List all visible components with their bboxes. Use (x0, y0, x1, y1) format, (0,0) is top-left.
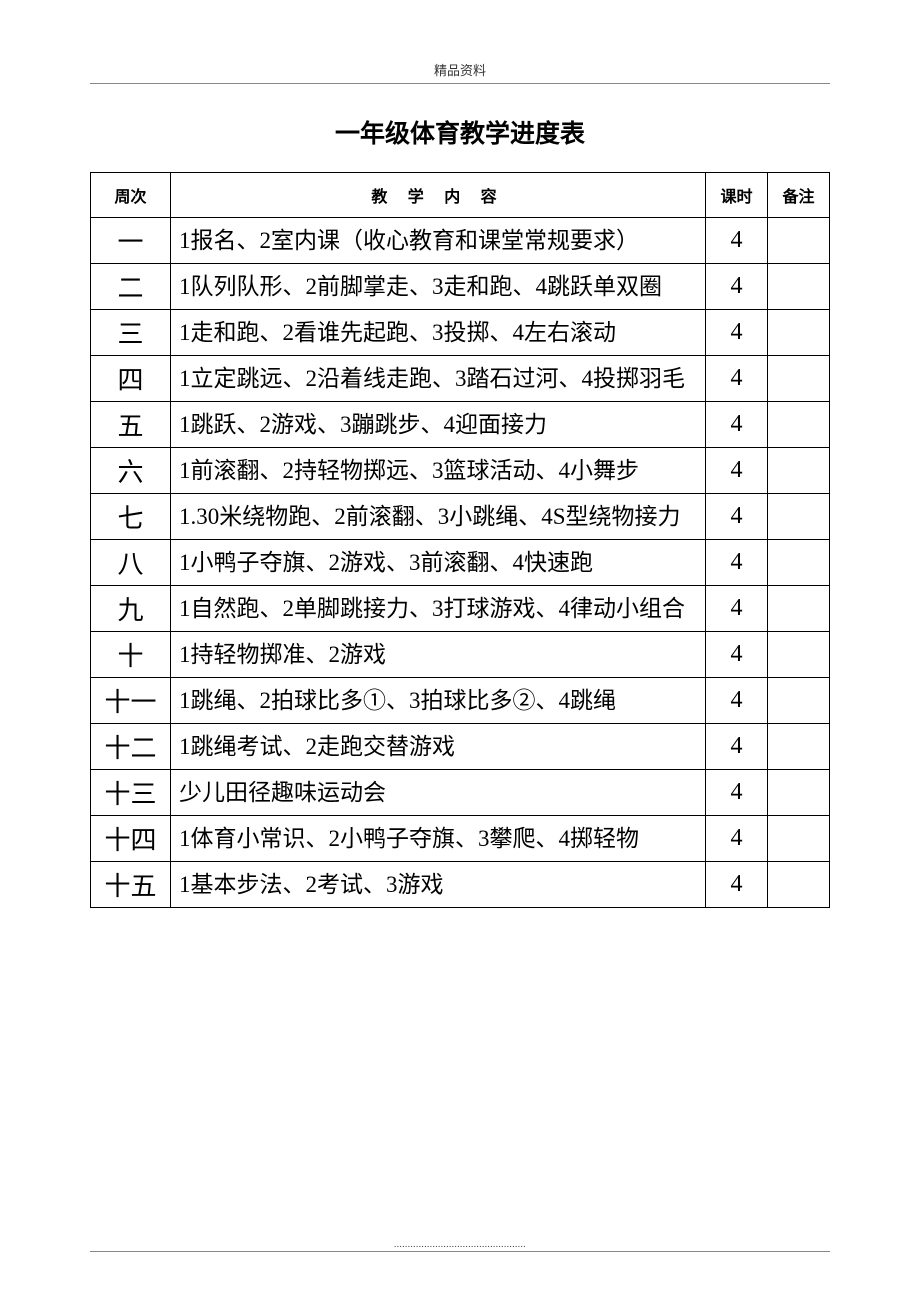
content-cell: 1持轻物掷准、2游戏 (171, 632, 706, 678)
table-row: 六 1前滚翻、2持轻物掷远、3篮球活动、4小舞步 4 (91, 448, 830, 494)
week-cell: 十三 (91, 770, 171, 816)
header-hours: 课时 (706, 173, 768, 218)
hours-cell: 4 (706, 770, 768, 816)
content-cell: 1.30米绕物跑、2前滚翻、3小跳绳、4S型绕物接力 (171, 494, 706, 540)
notes-cell (768, 678, 830, 724)
notes-cell (768, 540, 830, 586)
notes-cell (768, 770, 830, 816)
content-cell: 1报名、2室内课（收心教育和课堂常规要求） (171, 218, 706, 264)
hours-cell: 4 (706, 218, 768, 264)
hours-cell: 4 (706, 540, 768, 586)
content-cell: 1立定跳远、2沿着线走跑、3踏石过河、4投掷羽毛 (171, 356, 706, 402)
table-row: 七 1.30米绕物跑、2前滚翻、3小跳绳、4S型绕物接力 4 (91, 494, 830, 540)
hours-cell: 4 (706, 264, 768, 310)
notes-cell (768, 862, 830, 908)
hours-cell: 4 (706, 862, 768, 908)
table-body: 一 1报名、2室内课（收心教育和课堂常规要求） 4 二 1队列队形、2前脚掌走、… (91, 218, 830, 908)
content-cell: 1前滚翻、2持轻物掷远、3篮球活动、4小舞步 (171, 448, 706, 494)
notes-cell (768, 586, 830, 632)
notes-cell (768, 816, 830, 862)
page-title: 一年级体育教学进度表 (90, 114, 830, 150)
notes-cell (768, 264, 830, 310)
header-underline (90, 83, 830, 84)
table-row: 十二 1跳绳考试、2走跑交替游戏 4 (91, 724, 830, 770)
hours-cell: 4 (706, 586, 768, 632)
week-cell: 九 (91, 586, 171, 632)
table-row: 十五 1基本步法、2考试、3游戏 4 (91, 862, 830, 908)
week-cell: 六 (91, 448, 171, 494)
header-week: 周次 (91, 173, 171, 218)
content-cell: 1体育小常识、2小鸭子夺旗、3攀爬、4掷轻物 (171, 816, 706, 862)
notes-cell (768, 448, 830, 494)
content-cell: 1跳绳考试、2走跑交替游戏 (171, 724, 706, 770)
hours-cell: 4 (706, 448, 768, 494)
notes-cell (768, 310, 830, 356)
notes-cell (768, 356, 830, 402)
week-cell: 二 (91, 264, 171, 310)
hours-cell: 4 (706, 632, 768, 678)
week-cell: 十五 (91, 862, 171, 908)
week-cell: 一 (91, 218, 171, 264)
week-cell: 十一 (91, 678, 171, 724)
table-row: 一 1报名、2室内课（收心教育和课堂常规要求） 4 (91, 218, 830, 264)
table-row: 四 1立定跳远、2沿着线走跑、3踏石过河、4投掷羽毛 4 (91, 356, 830, 402)
week-cell: 三 (91, 310, 171, 356)
header-label: 精品资料 (90, 60, 830, 79)
table-row: 十三 少儿田径趣味运动会 4 (91, 770, 830, 816)
hours-cell: 4 (706, 356, 768, 402)
week-cell: 五 (91, 402, 171, 448)
content-cell: 1队列队形、2前脚掌走、3走和跑、4跳跃单双圈 (171, 264, 706, 310)
week-cell: 十二 (91, 724, 171, 770)
content-cell: 1跳绳、2拍球比多①、3拍球比多②、4跳绳 (171, 678, 706, 724)
table-row: 二 1队列队形、2前脚掌走、3走和跑、4跳跃单双圈 4 (91, 264, 830, 310)
footer-dots: ........................................… (90, 1239, 830, 1252)
hours-cell: 4 (706, 402, 768, 448)
table-row: 五 1跳跃、2游戏、3蹦跳步、4迎面接力 4 (91, 402, 830, 448)
table-row: 十四 1体育小常识、2小鸭子夺旗、3攀爬、4掷轻物 4 (91, 816, 830, 862)
schedule-table: 周次 教 学 内 容 课时 备注 一 1报名、2室内课（收心教育和课堂常规要求）… (90, 172, 830, 908)
table-row: 十 1持轻物掷准、2游戏 4 (91, 632, 830, 678)
notes-cell (768, 402, 830, 448)
week-cell: 七 (91, 494, 171, 540)
week-cell: 十四 (91, 816, 171, 862)
content-cell: 1自然跑、2单脚跳接力、3打球游戏、4律动小组合 (171, 586, 706, 632)
table-row: 八 1小鸭子夺旗、2游戏、3前滚翻、4快速跑 4 (91, 540, 830, 586)
week-cell: 十 (91, 632, 171, 678)
week-cell: 八 (91, 540, 171, 586)
hours-cell: 4 (706, 494, 768, 540)
table-row: 三 1走和跑、2看谁先起跑、3投掷、4左右滚动 4 (91, 310, 830, 356)
hours-cell: 4 (706, 678, 768, 724)
table-header-row: 周次 教 学 内 容 课时 备注 (91, 173, 830, 218)
notes-cell (768, 218, 830, 264)
notes-cell (768, 494, 830, 540)
hours-cell: 4 (706, 724, 768, 770)
header-content: 教 学 内 容 (171, 173, 706, 218)
content-cell: 1基本步法、2考试、3游戏 (171, 862, 706, 908)
notes-cell (768, 632, 830, 678)
table-row: 十一 1跳绳、2拍球比多①、3拍球比多②、4跳绳 4 (91, 678, 830, 724)
hours-cell: 4 (706, 310, 768, 356)
hours-cell: 4 (706, 816, 768, 862)
header-notes: 备注 (768, 173, 830, 218)
content-cell: 1跳跃、2游戏、3蹦跳步、4迎面接力 (171, 402, 706, 448)
notes-cell (768, 724, 830, 770)
content-cell: 1小鸭子夺旗、2游戏、3前滚翻、4快速跑 (171, 540, 706, 586)
table-row: 九 1自然跑、2单脚跳接力、3打球游戏、4律动小组合 4 (91, 586, 830, 632)
content-cell: 少儿田径趣味运动会 (171, 770, 706, 816)
week-cell: 四 (91, 356, 171, 402)
content-cell: 1走和跑、2看谁先起跑、3投掷、4左右滚动 (171, 310, 706, 356)
